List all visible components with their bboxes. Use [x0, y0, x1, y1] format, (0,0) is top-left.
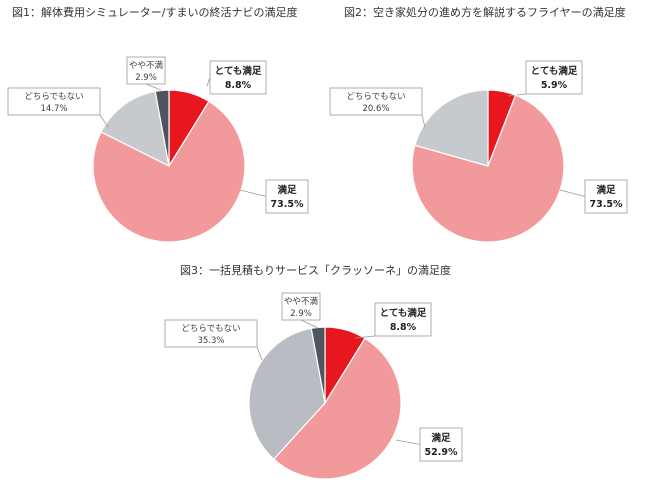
callout-leader-line — [300, 319, 319, 329]
slice-percentage: 2.9% — [135, 73, 157, 83]
slice-label: とても満足 — [380, 307, 427, 319]
chart-title: 図3：一括見積もりサービス「クラッソーネ」の満足度 — [180, 263, 451, 277]
slice-label: やや不満 — [129, 61, 164, 71]
callout-box — [281, 292, 321, 321]
pie-slice — [411, 94, 565, 243]
slice-label: とても満足 — [215, 65, 262, 77]
pie-slice — [248, 327, 326, 461]
slice-label: どちらでもない — [181, 324, 240, 334]
slice-percentage: 8.8% — [390, 322, 417, 333]
slice-percentage: 5.9% — [541, 80, 568, 91]
slice-label: 満足 — [596, 184, 616, 196]
callout-leader-line — [421, 114, 426, 128]
pie-slice — [100, 90, 170, 168]
chart-title: 図1：解体費用シミュレーター/すまいの終活ナビの満足度 — [12, 5, 297, 19]
callout-leader-line — [256, 346, 263, 361]
callout-box — [584, 179, 628, 214]
callout-leader-line — [99, 114, 109, 128]
callout-leader-line — [395, 439, 421, 445]
slice-label: とても満足 — [531, 65, 578, 77]
slice-label: 満足 — [277, 184, 297, 196]
callout-box — [525, 60, 583, 95]
slice-percentage: 52.9% — [425, 447, 458, 458]
pie-slice — [154, 89, 170, 167]
slice-percentage: 8.8% — [225, 80, 252, 91]
callout-box — [209, 60, 267, 95]
callout-box — [126, 56, 166, 85]
slice-percentage: 35.3% — [197, 336, 224, 346]
callout-leader-line — [145, 83, 162, 91]
callout-leader-line — [507, 93, 527, 97]
callout-box — [7, 87, 101, 116]
callout-leader-line — [354, 335, 376, 339]
slice-percentage: 14.7% — [40, 104, 67, 114]
pie-slice — [414, 89, 489, 167]
slice-percentage: 73.5% — [590, 199, 623, 210]
pie-slice — [272, 337, 402, 480]
slice-percentage: 2.9% — [290, 309, 312, 319]
slice-label: 満足 — [431, 432, 451, 444]
callout-leader-line — [206, 77, 211, 87]
callout-leader-line — [559, 189, 586, 197]
slice-percentage: 20.6% — [362, 104, 389, 114]
slice-percentage: 73.5% — [271, 199, 304, 210]
callout-box — [329, 87, 423, 116]
callout-box — [419, 427, 463, 462]
callout-box — [374, 302, 432, 337]
pie-slice — [92, 100, 246, 243]
slice-label: どちらでもない — [346, 92, 405, 102]
chart-title: 図2：空き家処分の進め方を解説するフライヤーの満足度 — [344, 5, 626, 19]
slice-label: どちらでもない — [24, 92, 83, 102]
pie-slice — [310, 326, 326, 404]
callout-box — [265, 179, 309, 214]
slice-label: やや不満 — [284, 297, 319, 307]
callout-box — [164, 319, 258, 348]
callout-leader-line — [239, 189, 267, 197]
